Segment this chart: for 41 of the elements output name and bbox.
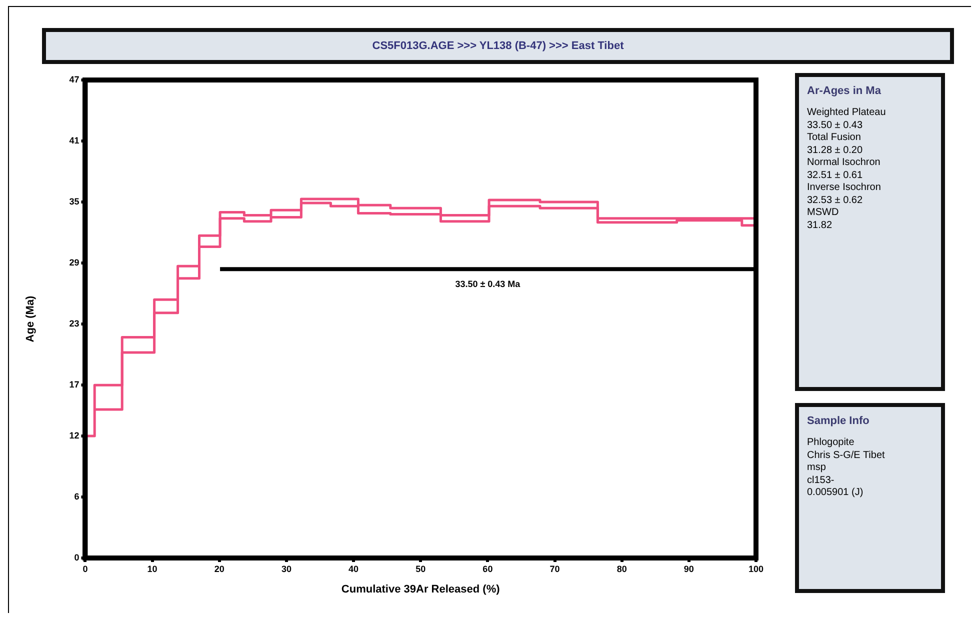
x-tick-label: 0 xyxy=(82,564,88,574)
x-tick-label: 20 xyxy=(214,564,224,574)
y-tick-label: 23 xyxy=(69,318,80,329)
y-tick-label: 35 xyxy=(69,196,80,207)
text: 32.51 ± 0.61 xyxy=(807,170,864,182)
x-tick-label: 10 xyxy=(147,564,158,574)
text: Sample Info xyxy=(807,415,870,427)
text: 31.28 ± 0.20 xyxy=(807,144,864,157)
y-tick-label: 17 xyxy=(69,380,80,390)
text: Normal Isochron xyxy=(807,157,882,170)
y-axis-title: Age (Ma) xyxy=(24,295,37,342)
y-tick-label: 6 xyxy=(74,491,80,502)
annotation: 33.50 ± 0.43 Ma xyxy=(455,279,522,290)
x-tick-label: 70 xyxy=(550,564,560,574)
y-tick-label: 0 xyxy=(74,552,80,562)
x-tick-label: 80 xyxy=(616,564,627,574)
x-tick-label: 50 xyxy=(416,564,426,574)
x-tick-label: 60 xyxy=(482,564,493,574)
text: Total Fusion xyxy=(807,132,862,144)
text: Ar-Ages in Ma xyxy=(807,85,882,97)
y-tick-label: 29 xyxy=(69,258,80,268)
y-tick-label: 47 xyxy=(69,74,80,84)
text: Phlogopite xyxy=(807,437,856,450)
y-tick-label: 41 xyxy=(69,136,80,146)
x-tick-label: 100 xyxy=(748,564,764,574)
text: cl153- xyxy=(807,474,836,487)
x-tick-label: 30 xyxy=(281,564,292,574)
text: 33.50 ± 0.43 xyxy=(807,120,864,132)
text: msp xyxy=(807,462,827,474)
x-tick-label: 90 xyxy=(684,564,694,574)
text: Inverse Isochron xyxy=(807,182,882,194)
text: Weighted Plateau xyxy=(807,107,887,120)
text: 0.005901 (J) xyxy=(807,487,864,500)
text: 32.53 ± 0.62 xyxy=(807,194,864,207)
y-tick-label: 12 xyxy=(69,430,80,440)
text: Chris S-G/E Tibet xyxy=(807,450,886,462)
x-tick-label: 40 xyxy=(348,564,359,574)
text: 31.82 xyxy=(807,220,834,232)
chart-title: CS5F013G.AGE >>> YL138 (B-47) >>> East Tibet xyxy=(42,28,954,64)
text: MSWD xyxy=(807,207,840,220)
x-axis-title: Cumulative 39Ar Released (%) xyxy=(341,583,500,596)
